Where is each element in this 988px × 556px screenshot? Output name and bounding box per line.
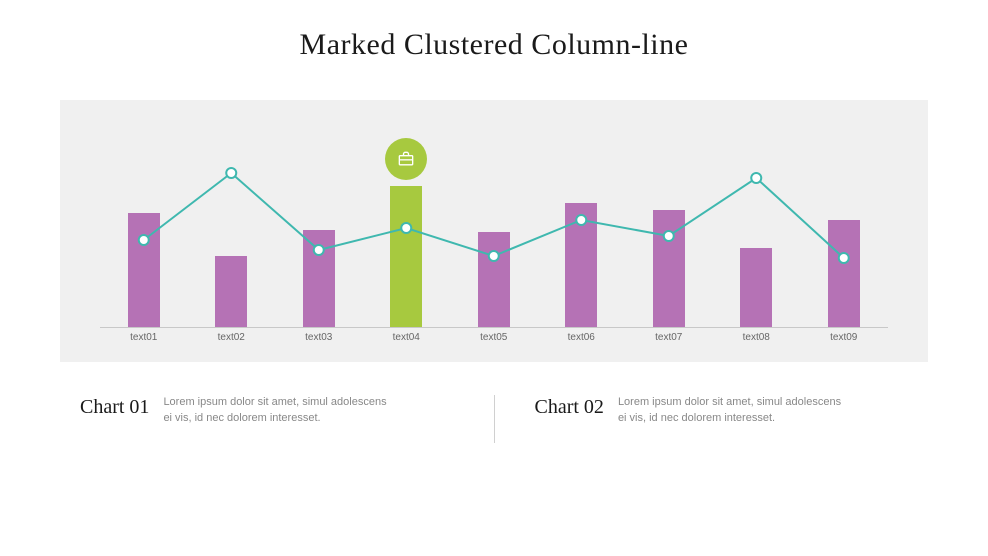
chart-baseline bbox=[100, 327, 888, 328]
chart-bar bbox=[740, 248, 772, 328]
chart-panel: text01 text02 text03 text04 text05 text06 text… bbox=[60, 100, 928, 362]
chart-bar bbox=[215, 256, 247, 328]
page-title: Marked Clustered Column-line bbox=[0, 0, 988, 62]
briefcase-icon bbox=[385, 138, 427, 180]
caption-right-body: Lorem ipsum dolor sit amet, simul adoles… bbox=[618, 395, 848, 427]
x-axis-label: text09 bbox=[830, 332, 857, 343]
caption-left-body: Lorem ipsum dolor sit amet, simul adoles… bbox=[163, 395, 393, 427]
chart-plot-area bbox=[100, 128, 888, 328]
chart-bar bbox=[828, 220, 860, 328]
x-axis-label: text02 bbox=[218, 332, 245, 343]
caption-left: Chart 01 Lorem ipsum dolor sit amet, sim… bbox=[80, 395, 454, 427]
chart-bar bbox=[478, 232, 510, 328]
chart-bar bbox=[565, 203, 597, 328]
chart-bar bbox=[128, 213, 160, 328]
caption-right: Chart 02 Lorem ipsum dolor sit amet, sim… bbox=[535, 395, 909, 427]
chart-bar bbox=[303, 230, 335, 328]
bars-container bbox=[100, 128, 888, 328]
x-axis-label: text08 bbox=[743, 332, 770, 343]
caption-divider bbox=[494, 395, 495, 443]
chart-bar bbox=[653, 210, 685, 328]
chart-bar bbox=[390, 186, 422, 328]
x-axis-label: text01 bbox=[130, 332, 157, 343]
captions-row: Chart 01 Lorem ipsum dolor sit amet, sim… bbox=[80, 395, 908, 475]
x-axis-label: text03 bbox=[305, 332, 332, 343]
x-axis-labels: text01 text02 text03 text04 text05 text06 text… bbox=[100, 332, 888, 352]
caption-left-title: Chart 01 bbox=[80, 395, 149, 419]
caption-right-title: Chart 02 bbox=[535, 395, 604, 419]
x-axis-label: text06 bbox=[568, 332, 595, 343]
x-axis-label: text04 bbox=[393, 332, 420, 343]
x-axis-label: text05 bbox=[480, 332, 507, 343]
x-axis-label: text07 bbox=[655, 332, 682, 343]
